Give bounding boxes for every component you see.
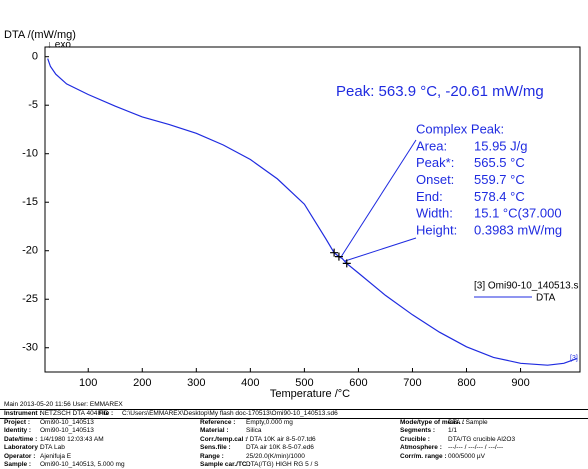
footer-label: Crucible : bbox=[400, 435, 430, 443]
y-tick-label: -25 bbox=[22, 293, 38, 305]
x-tick-label: 300 bbox=[187, 377, 205, 389]
complex-peak-value: 565.5 °C bbox=[474, 155, 525, 170]
marker bbox=[342, 259, 351, 268]
footer-value: Omi90-10_140513, 5.000 mg bbox=[40, 461, 125, 468]
x-tick-label: 700 bbox=[403, 377, 421, 389]
footer-value: DTA Lab bbox=[40, 444, 65, 452]
chart: DTA /(mW/mg) ↓ exo Temperature /°C Peak:… bbox=[4, 29, 581, 400]
footer-value: 25/20.0(K/min)/1000 bbox=[246, 452, 305, 460]
line-series bbox=[47, 58, 578, 366]
x-tick-label: 800 bbox=[457, 377, 475, 389]
y-tick-label: -30 bbox=[22, 342, 38, 354]
footer-value: ---/--- / ---/--- / ---/--- bbox=[448, 444, 504, 452]
complex-peak-label: Width: bbox=[416, 206, 453, 221]
file: C:\Users\EMMAREX\Desktop\My flash doc-17… bbox=[122, 410, 338, 417]
footer-value: Omi90-10_140513 bbox=[40, 419, 94, 426]
footer-label: Sens.file : bbox=[200, 444, 231, 452]
y-tick-label: -10 bbox=[22, 148, 38, 160]
peak-label: Peak: 563.9 °C, -20.61 mW/mg bbox=[336, 83, 544, 100]
file-label: File : bbox=[98, 410, 114, 417]
leader-line bbox=[340, 139, 417, 258]
footer-label: Atmosphere : bbox=[400, 444, 442, 452]
footer-label: Operator : bbox=[4, 452, 36, 460]
footer-label: Date/time : bbox=[4, 435, 38, 443]
footer-value: 1/1 bbox=[448, 427, 458, 435]
y-tick-label: -5 bbox=[28, 99, 38, 111]
footer-value: 000/5000 µV bbox=[448, 452, 485, 460]
footer-label: Mode/type of meas. : bbox=[400, 419, 465, 426]
x-axis-label: Temperature /°C bbox=[270, 388, 350, 400]
x-tick-label: 200 bbox=[133, 377, 151, 389]
complex-peak-label: End: bbox=[416, 189, 443, 204]
complex-peak-value: 15.1 °C(37.000 bbox=[474, 206, 562, 221]
y-tick-label: -20 bbox=[22, 245, 38, 257]
footer-value: DTA / Sample bbox=[448, 419, 488, 426]
x-tick-label: 500 bbox=[295, 377, 313, 389]
footer-value: DTA(/TG) HIGH RG 5 / S bbox=[246, 461, 319, 468]
marker bbox=[330, 248, 339, 257]
instrument: NETZSCH DTA 404 PC bbox=[40, 410, 109, 417]
x-tick-label: 600 bbox=[349, 377, 367, 389]
footer-main: Main 2013-05-20 11:56 User: EMMAREX bbox=[4, 401, 123, 408]
y-tick-label: -15 bbox=[22, 196, 38, 208]
complex-peak-title: Complex Peak: bbox=[416, 121, 504, 136]
plot-frame bbox=[44, 46, 581, 373]
footer-label: Reference : bbox=[200, 419, 236, 426]
complex-peak-value: 559.7 °C bbox=[474, 172, 525, 187]
footer-label: Identity : bbox=[4, 427, 32, 435]
footer-value: 1/4/1980 12:03:43 AM bbox=[40, 435, 104, 443]
footer-value: Silica bbox=[246, 427, 262, 435]
complex-peak-value: 15.95 J/g bbox=[474, 138, 528, 153]
footer-label: Project : bbox=[4, 419, 31, 426]
footer-label: Sample : bbox=[4, 461, 32, 468]
rule bbox=[0, 409, 588, 410]
footer-label: Corr/m. range : bbox=[400, 452, 447, 460]
exo-label: ↓ exo bbox=[47, 40, 71, 51]
footer-value: Ajenifuja E bbox=[40, 452, 72, 460]
footer-label: Corr./temp.cal : bbox=[200, 435, 248, 443]
footer-value: DTA air 10K 8-5-07.ed6 bbox=[246, 444, 314, 452]
legend-label: DTA bbox=[536, 293, 556, 304]
legend-title: [3] Omi90-10_140513.s bbox=[474, 281, 579, 292]
x-tick-label: 900 bbox=[511, 377, 529, 389]
footer-value: / DTA 10K air 8-5-07.td6 bbox=[246, 435, 316, 443]
y-tick-label: 0 bbox=[32, 51, 38, 63]
x-tick-label: 400 bbox=[241, 377, 259, 389]
marker bbox=[334, 252, 343, 261]
complex-peak-label: Area: bbox=[416, 138, 447, 153]
y-axis-label: DTA /(mW/mg) bbox=[4, 29, 76, 41]
footer-label: Segments : bbox=[400, 427, 436, 435]
leader-line bbox=[344, 237, 417, 262]
end-tag: [3] bbox=[570, 355, 578, 362]
instrument-label: Instrument : bbox=[4, 410, 42, 417]
complex-peak-value: 0.3983 mW/mg bbox=[474, 222, 562, 237]
footer-value: Empty,0.000 mg bbox=[246, 419, 293, 426]
footer-value: Omi90-10_140513 bbox=[40, 427, 94, 435]
footer-value: DTA/TG crucible Al2O3 bbox=[448, 435, 516, 443]
footer-label: Laboratory : bbox=[4, 444, 42, 452]
footer-label: Material : bbox=[200, 427, 229, 435]
footer-label: Sample car./TC : bbox=[200, 461, 251, 468]
complex-peak-label: Peak*: bbox=[416, 155, 454, 170]
complex-peak-label: Onset: bbox=[416, 172, 454, 187]
footer-label: Range : bbox=[200, 452, 224, 460]
complex-peak-label: Height: bbox=[416, 222, 457, 237]
x-tick-label: 100 bbox=[79, 377, 97, 389]
complex-peak-value: 578.4 °C bbox=[474, 189, 525, 204]
rule bbox=[0, 418, 588, 419]
